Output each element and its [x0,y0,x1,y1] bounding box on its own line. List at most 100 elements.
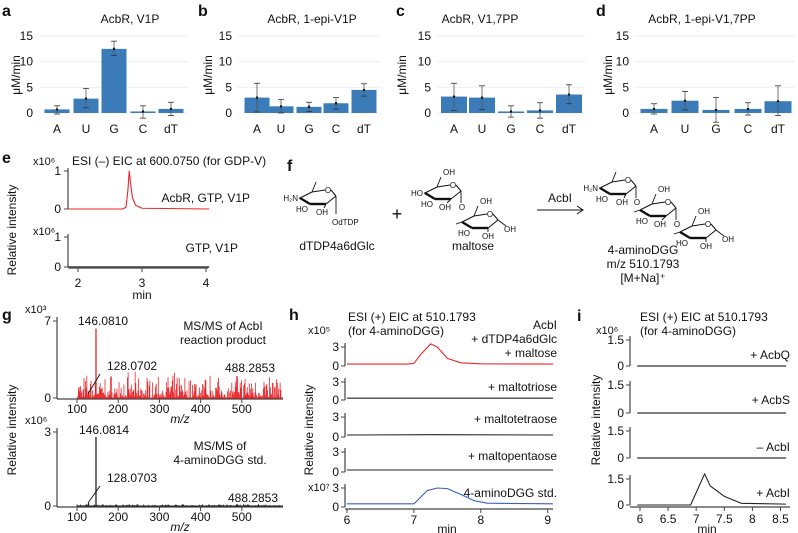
y-tick-label: 0 [622,106,629,120]
ring-bond [705,229,717,239]
x-tick-label: 300 [149,510,169,524]
data-point [255,96,259,99]
atom-label: O [634,198,640,207]
x-tick-label: 100 [67,402,87,416]
substituent-bond [455,221,463,225]
atom-label: OH [722,235,734,244]
x-tick-label: 200 [108,402,128,416]
ring-bond [311,189,326,193]
category-label: C [139,122,148,136]
atom-label: OH [482,232,494,241]
ring-oxygen: O [487,210,493,219]
data-point [55,108,59,111]
trace-label: 4-aminoDGG std. [464,486,557,500]
ring-bond [639,208,651,218]
product-mz: m/z 510.1793 [607,257,680,271]
chart-title: AcbR, 1-epi-V1,7PP [648,12,755,26]
category-label: dT [771,122,786,136]
x-tick-label: 8.5 [772,512,789,526]
trace-line [347,487,554,505]
y-tick-label: 5 [26,80,33,94]
trace-label: + maltose [505,346,558,360]
ring-bond [325,195,337,205]
atom-label: HO [596,195,608,204]
data-point [652,107,656,111]
panel-letter: a [2,3,11,20]
x-tick-label: 6.5 [660,512,677,526]
ring-bond [492,213,499,221]
peak-label: 488.2853 [225,361,275,375]
ring-bond [424,186,438,194]
chart-title: (for 4-aminoDGG) [348,324,444,338]
ring-bond [710,223,717,231]
x-tick-label: 7 [411,513,418,527]
substituent-bond [311,181,317,193]
category-label: A [650,122,658,136]
y-tick-label: 1.5 [607,424,624,438]
ring-oxygen: O [625,176,631,185]
y-tick-label: 1 [54,230,61,244]
chart-title: ESI (+) EIC at 510.1793 [348,310,476,324]
ring-bond [450,190,462,200]
substituent-bond [673,231,681,235]
data-point [509,110,513,113]
substituent-bond [661,215,667,221]
y-axis-label: Relative intensity [302,385,316,476]
chart-title: AcbR, V1P [101,12,160,26]
trace-line [347,343,554,365]
ring-oxygen: O [665,198,671,207]
spectrum-title: reaction product [180,333,267,347]
category-label: G [109,122,118,136]
scale-label: x10⁶ [25,415,47,427]
x-tick-label: 100 [67,510,87,524]
category-label: U [681,122,690,136]
y-tick-label: 10 [20,55,34,69]
trace-label: AcbI [533,318,557,332]
trace-line [637,473,787,506]
spectrum-title: 4-aminoDGG std. [173,453,266,467]
trace-label: + AcbQ [750,348,790,362]
data-point [452,95,456,98]
ring-bond [299,191,313,199]
data-point [307,105,311,109]
substituent-bond [473,205,479,217]
panel-letter: h [289,307,299,324]
x-tick-label: 500 [232,510,252,524]
data-point [334,102,338,105]
panel-letter: e [2,150,11,167]
category-label: G [304,122,313,136]
x-tick-label: 7 [693,512,700,526]
data-point [567,93,571,96]
y-tick-label: 0 [617,359,624,373]
y-axis-label: μM/min [395,55,409,95]
category-label: U [478,122,487,136]
y-tick-label: 15 [418,29,432,43]
y-tick-label: 5 [424,80,431,94]
category-label: C [744,122,753,136]
y-tick-label: 1.5 [607,333,624,347]
substituent-bond [633,209,641,213]
data-point [362,88,366,92]
data-point [538,109,542,112]
ring-bond [461,220,473,230]
product-ion: [M+Na]⁺ [620,271,665,285]
spectrum-title: MS/MS of [194,439,247,453]
substituent-bond [691,215,697,227]
atom-label: OH [443,168,455,177]
ring-bond [639,203,653,211]
category-label: G [711,122,720,136]
panel-letter: f [287,158,293,175]
panel-letter: i [577,308,581,325]
atom-label: HO [421,200,433,209]
x-axis-label: min [132,288,151,302]
ring-bond [625,185,637,195]
ring-bond [330,189,337,197]
peak-label: 128.0703 [107,471,157,485]
peak-label: 146.0810 [78,314,128,328]
y-tick-label: 15 [616,29,630,43]
y-tick-label: 3 [44,425,51,439]
x-axis-label: min [697,522,716,533]
y-tick-label: 15 [20,29,34,43]
y-tick-label: 0 [332,465,339,479]
